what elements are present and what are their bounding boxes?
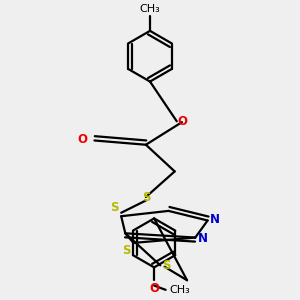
Text: S: S [110,201,118,214]
Text: O: O [77,134,87,146]
Text: O: O [150,282,160,295]
Text: CH₃: CH₃ [140,4,160,14]
Text: S: S [162,259,170,272]
Text: CH₃: CH₃ [169,285,190,296]
Text: N: N [210,213,220,226]
Text: S: S [142,190,150,203]
Text: S: S [122,244,131,257]
Text: O: O [177,115,187,128]
Text: N: N [198,232,208,244]
